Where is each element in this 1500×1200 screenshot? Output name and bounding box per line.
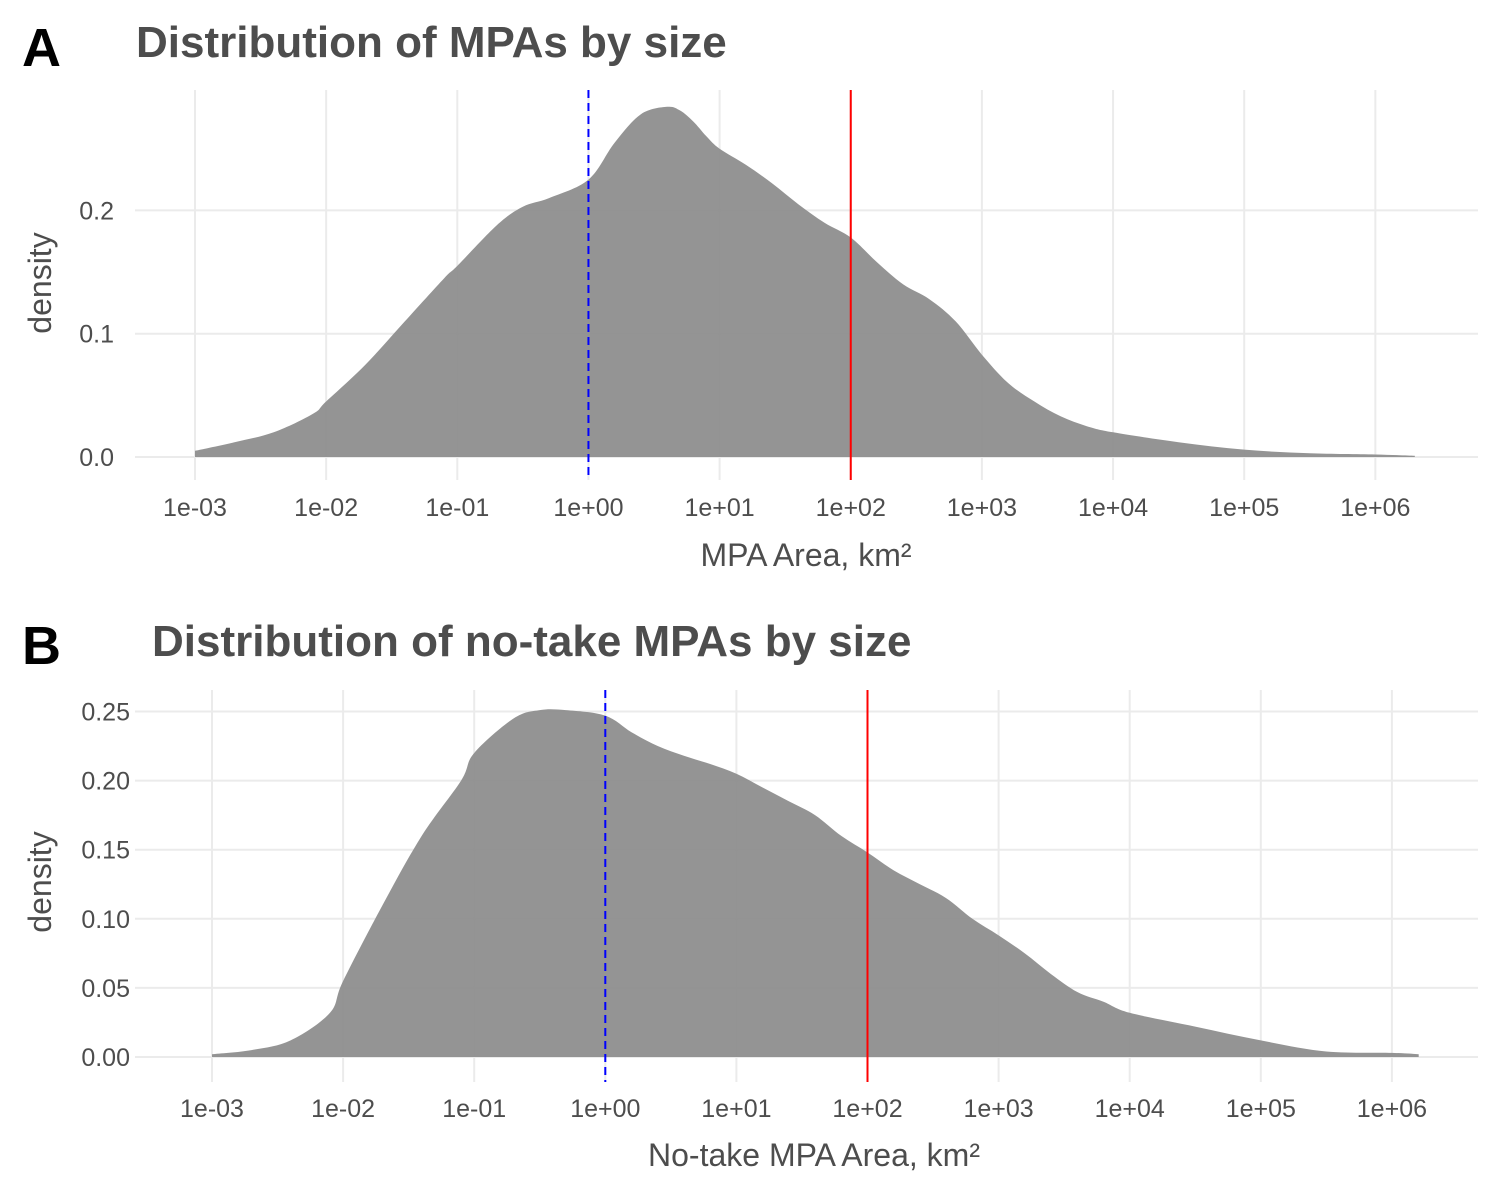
- x-tick-label-a: 1e+05: [1209, 494, 1279, 522]
- y-tick-label-b: 0.00: [81, 1044, 130, 1072]
- y-tick-label-b: 0.25: [81, 699, 130, 727]
- y-tick-label-a: 0.0: [79, 444, 114, 472]
- y-tick-label-b: 0.15: [81, 837, 130, 865]
- x-tick-label-b: 1e+06: [1357, 1095, 1427, 1123]
- panel-a: A Distribution of MPAs by size 0.0 0.1 0.2…: [22, 18, 1478, 573]
- x-tick-label-b: 1e+04: [1095, 1095, 1165, 1123]
- y-axis-title-b: density: [22, 831, 58, 932]
- x-tick-label-b: 1e-02: [311, 1095, 375, 1123]
- x-tick-label-b: 1e+05: [1226, 1095, 1296, 1123]
- x-tick-label-b: 1e+01: [701, 1095, 771, 1123]
- y-tick-label-b: 0.20: [81, 768, 130, 796]
- y-tick-labels-b: 0.00 0.05 0.10 0.15 0.20 0.25: [81, 699, 130, 1073]
- x-tick-label-a: 1e-01: [425, 494, 489, 522]
- x-tick-label-b: 1e-03: [180, 1095, 244, 1123]
- x-tick-label-a: 1e+04: [1078, 494, 1148, 522]
- y-tick-labels-a: 0.0 0.1 0.2: [79, 197, 114, 472]
- y-axis-title-a: density: [22, 232, 58, 333]
- chart-title-a: Distribution of MPAs by size: [136, 18, 727, 67]
- density-area-b: [212, 709, 1419, 1057]
- x-tick-label-a: 1e+00: [553, 494, 623, 522]
- x-tick-label-b: 1e-01: [442, 1095, 506, 1123]
- x-tick-label-a: 1e-03: [163, 494, 227, 522]
- y-tick-label-a: 0.1: [79, 321, 114, 349]
- reference-lines-b: [604, 690, 869, 1082]
- panel-b: B Distribution of no-take MPAs by size 0…: [22, 616, 1478, 1173]
- x-axis-title-a: MPA Area, km²: [700, 537, 911, 573]
- density-area-a: [195, 106, 1415, 458]
- x-tick-label-a: 1e+03: [947, 494, 1017, 522]
- x-tick-labels-a: 1e-03 1e-02 1e-01 1e+00 1e+01 1e+02 1e+03 1e+04…: [163, 494, 1410, 522]
- chart-title-b: Distribution of no-take MPAs by size: [152, 617, 911, 666]
- y-tick-label-b: 0.05: [81, 975, 130, 1003]
- x-tick-label-b: 1e+03: [963, 1095, 1033, 1123]
- x-tick-label-a: 1e+02: [816, 494, 886, 522]
- x-axis-title-b: No-take MPA Area, km²: [648, 1137, 980, 1173]
- y-tick-label-b: 0.10: [81, 906, 130, 934]
- x-tick-label-a: 1e+06: [1340, 494, 1410, 522]
- x-tick-labels-b: 1e-03 1e-02 1e-01 1e+00 1e+01 1e+02 1e+03 1e+04…: [180, 1095, 1427, 1123]
- x-tick-label-b: 1e+00: [570, 1095, 640, 1123]
- panel-label-b: B: [22, 616, 61, 676]
- x-tick-label-b: 1e+02: [832, 1095, 902, 1123]
- x-tick-label-a: 1e-02: [294, 494, 358, 522]
- panel-label-a: A: [22, 18, 61, 78]
- reference-lines-a: [587, 90, 852, 480]
- x-tick-label-a: 1e+01: [684, 494, 754, 522]
- y-tick-label-a: 0.2: [79, 197, 114, 225]
